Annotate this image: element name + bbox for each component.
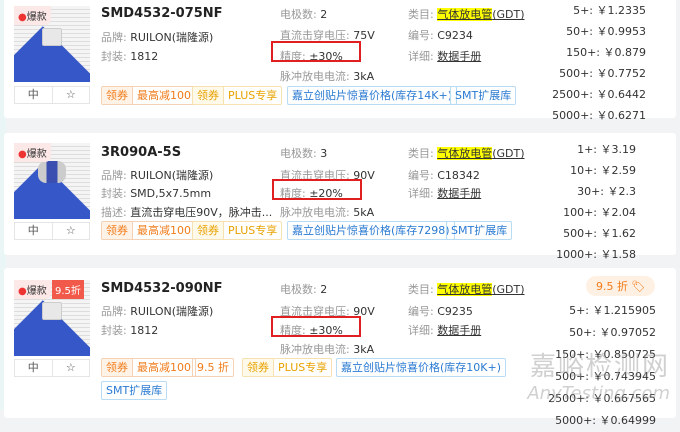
desc-field: 描述: 直流击穿电压90V，脉冲击... [101, 206, 273, 219]
precision-field: 精度: ±30% [280, 324, 343, 337]
precision-field: 精度: ±30% [280, 50, 343, 63]
smt-tag[interactable]: SMT扩展库 [450, 86, 517, 105]
category-field: 类目: 气体放电管(GDT) [408, 147, 525, 160]
highlight-box [271, 316, 361, 337]
price-row: 30+: ￥2.3 [577, 185, 636, 198]
category-link[interactable]: 气体放电管 [437, 147, 493, 160]
star-icon[interactable]: ☆ [51, 360, 90, 376]
category-link[interactable]: 气体放电管 [437, 8, 493, 21]
dc-voltage-field: 直流击穿电压: 90V [280, 169, 375, 182]
pulse-field: 脉冲放电电流: 5kA [280, 206, 375, 219]
code-field: 编号: C18342 [408, 169, 480, 182]
electrodes-field: 电极数: 3 [280, 147, 328, 160]
package-field: 封装: 1812 [101, 324, 159, 337]
price-row: 500+: ￥0.7752 [559, 67, 646, 80]
price-list: 5+: ￥1.215905 50+: ￥0.97052 150+: ￥0.850… [548, 300, 656, 432]
datasheet-link[interactable]: 数据手册 [437, 187, 482, 200]
electrodes-field: 电极数: 2 [280, 8, 328, 21]
product-image[interactable]: ●爆款 [14, 143, 90, 219]
product-image[interactable]: ●爆款 9.5折 [14, 280, 90, 356]
code-field: 编号: C9234 [408, 29, 473, 42]
hot-badge: ●爆款 [14, 280, 51, 299]
price-row: 5000+: ￥0.6271 [552, 109, 646, 122]
hot-badge: ●爆款 [14, 143, 51, 162]
promo-tag[interactable]: 嘉立创贴片惊喜价格(库存7298) [287, 221, 455, 240]
dc-voltage-field: 直流击穿电压: 90V [280, 305, 375, 318]
pulse-field: 脉冲放电电流: 3kA [280, 343, 375, 356]
product-card: ●爆款 中 ☆ SMD4532-075NF 品牌: RUILON(瑞隆源) 封装:… [4, 0, 676, 122]
datasheet-link[interactable]: 数据手册 [437, 324, 482, 337]
price-row: 500+: ￥1.62 [563, 227, 636, 240]
compare-icon[interactable]: 中 [27, 361, 39, 374]
product-image[interactable]: ●爆款 [14, 6, 90, 82]
plus-tag[interactable]: 领券 PLUS专享 [192, 221, 283, 240]
price-row: 50+: ￥0.97052 [569, 326, 656, 339]
price-list: 1+: ￥3.19 10+: ￥2.59 30+: ￥2.3 100+: ￥2.… [556, 139, 636, 265]
plus-tag[interactable]: 领券 PLUS专享 [242, 358, 333, 377]
brand-field: 品牌: RUILON(瑞隆源) [101, 169, 214, 182]
highlight-box [272, 179, 362, 200]
price-row: 2500+: ￥0.6442 [552, 88, 646, 101]
coupon-tag[interactable]: 领券 最高减100 [101, 221, 196, 240]
hot-label: 爆款 [26, 12, 47, 23]
promo-tag[interactable]: 嘉立创贴片惊喜价格(库存10K+) [336, 358, 507, 377]
category-field: 类目: 气体放电管(GDT) [408, 8, 525, 21]
price-row: 2500+: ￥0.667565 [548, 392, 656, 405]
brand-field: 品牌: RUILON(瑞隆源) [101, 305, 214, 318]
category-field: 类目: 气体放电管(GDT) [408, 283, 525, 296]
left-strip [0, 0, 6, 410]
electrodes-field: 电极数: 2 [280, 283, 328, 296]
discount-tag[interactable]: 9.5 折 [192, 358, 234, 377]
star-icon[interactable]: ☆ [51, 223, 90, 239]
price-list: 5+: ￥1.2335 50+: ￥0.9953 150+: ￥0.879 50… [552, 0, 646, 126]
hot-label: 爆款 [26, 286, 47, 297]
star-icon[interactable]: ☆ [51, 87, 90, 103]
brand-field: 品牌: RUILON(瑞隆源) [101, 31, 214, 44]
detail-field: 详细: 数据手册 [408, 187, 482, 200]
detail-field: 详细: 数据手册 [408, 324, 482, 337]
product-card: ●爆款 中 ☆ 3R090A-5S 品牌: RUILON(瑞隆源) 封装: SMD… [4, 133, 676, 261]
highlight-box [271, 41, 361, 62]
price-row: 1+: ￥3.19 [577, 143, 636, 156]
smt-tag[interactable]: SMT扩展库 [446, 221, 513, 240]
dc-voltage-field: 直流击穿电压: 75V [280, 29, 375, 42]
plus-tag[interactable]: 领券 PLUS专享 [192, 86, 283, 105]
package-field: 封装: 1812 [101, 50, 159, 63]
price-row: 50+: ￥0.9953 [566, 25, 646, 38]
code-field: 编号: C9235 [408, 305, 473, 318]
price-row: 10+: ￥2.59 [570, 164, 636, 177]
detail-field: 详细: 数据手册 [408, 50, 482, 63]
price-row: 100+: ￥2.04 [563, 206, 636, 219]
discount-badge: 9.5折 [52, 280, 84, 299]
pulse-field: 脉冲放电电流: 3kA [280, 70, 375, 83]
price-row: 150+: ￥0.879 [566, 46, 646, 59]
coupon-tag[interactable]: 领券 最高减100 [101, 358, 196, 377]
price-row: 500+: ￥0.743945 [555, 370, 656, 383]
price-row: 5000+: ￥0.64999 [555, 414, 656, 427]
compare-icon[interactable]: 中 [27, 88, 39, 101]
precision-field: 精度: ±20% [280, 187, 343, 200]
product-title[interactable]: SMD4532-090NF [101, 281, 223, 296]
price-row: 5+: ￥1.215905 [569, 304, 656, 317]
category-link[interactable]: 气体放电管 [437, 283, 493, 296]
product-title[interactable]: SMD4532-075NF [101, 6, 223, 21]
product-title[interactable]: 3R090A-5S [101, 145, 182, 160]
compare-icon[interactable]: 中 [27, 224, 39, 237]
price-row: 5+: ￥1.2335 [573, 4, 646, 17]
promo-tag[interactable]: 嘉立创贴片惊喜价格(库存14K+) [287, 86, 458, 105]
product-card: ●爆款 9.5折 中 ☆ SMD4532-090NF 品牌: RUILON(瑞隆源… [4, 268, 676, 427]
hot-label: 爆款 [26, 149, 47, 160]
discount-price-tag[interactable]: 9.5 折 🏷 [586, 276, 656, 296]
datasheet-link[interactable]: 数据手册 [437, 50, 482, 63]
package-field: 封装: SMD,5x7.5mm [101, 187, 212, 200]
hot-badge: ●爆款 [14, 6, 51, 25]
smt-tag[interactable]: SMT扩展库 [101, 381, 168, 400]
price-row: 1000+: ￥1.58 [556, 248, 636, 261]
coupon-tag[interactable]: 领券 最高减100 [101, 86, 196, 105]
price-row: 150+: ￥0.850725 [555, 348, 656, 361]
